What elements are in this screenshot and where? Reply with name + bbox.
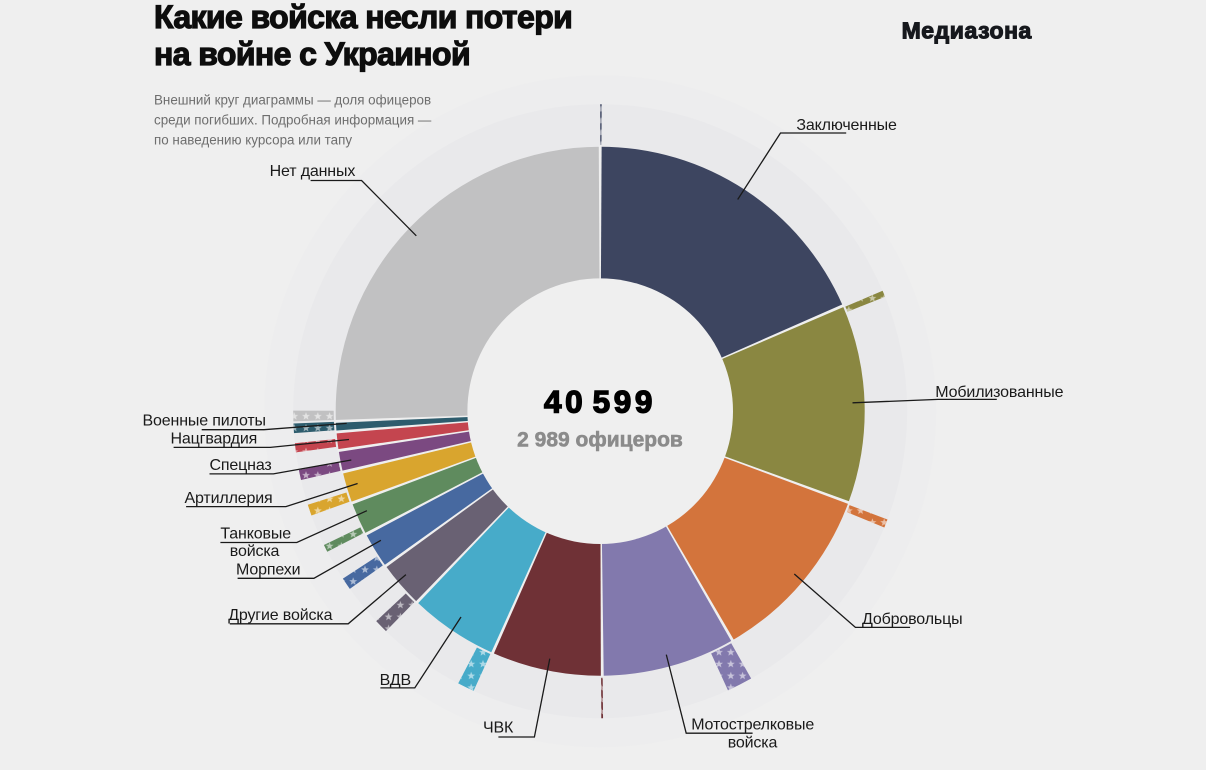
svg-text:Мобилизованные: Мобилизованные xyxy=(935,384,1063,401)
svg-text:Нет данных: Нет данных xyxy=(270,163,356,180)
svg-text:на войне с Украиной: на войне с Украиной xyxy=(154,36,470,72)
svg-text:среди погибших. Подробная инфо: среди погибших. Подробная информация — xyxy=(154,113,432,128)
svg-text:Мотострелковые: Мотострелковые xyxy=(691,716,814,733)
svg-text:Медиазона: Медиазона xyxy=(902,18,1032,44)
svg-text:Артиллерия: Артиллерия xyxy=(185,490,273,507)
svg-text:ВДВ: ВДВ xyxy=(380,672,411,689)
svg-text:Танковые: Танковые xyxy=(220,526,291,543)
svg-text:Добровольцы: Добровольцы xyxy=(862,611,962,628)
svg-text:по наведению курсора или тапу: по наведению курсора или тапу xyxy=(154,133,352,148)
svg-text:Заключенные: Заключенные xyxy=(796,117,897,134)
svg-text:войска: войска xyxy=(728,735,778,752)
svg-text:40 599: 40 599 xyxy=(544,384,656,420)
svg-text:войска: войска xyxy=(230,543,280,560)
svg-text:Спецназ: Спецназ xyxy=(210,457,272,474)
svg-text:Морпехи: Морпехи xyxy=(236,562,300,579)
svg-text:Внешний круг диаграммы — доля: Внешний круг диаграммы — доля офицеров xyxy=(154,93,431,108)
svg-text:ЧВК: ЧВК xyxy=(483,719,514,736)
svg-text:2 989 офицеров: 2 989 офицеров xyxy=(517,429,683,452)
svg-text:Какие войска несли потери: Какие войска несли потери xyxy=(154,0,572,35)
svg-text:Военные пилоты: Военные пилоты xyxy=(143,413,266,430)
svg-text:Нацгвардия: Нацгвардия xyxy=(171,431,258,448)
svg-text:Другие войска: Другие войска xyxy=(228,607,332,624)
